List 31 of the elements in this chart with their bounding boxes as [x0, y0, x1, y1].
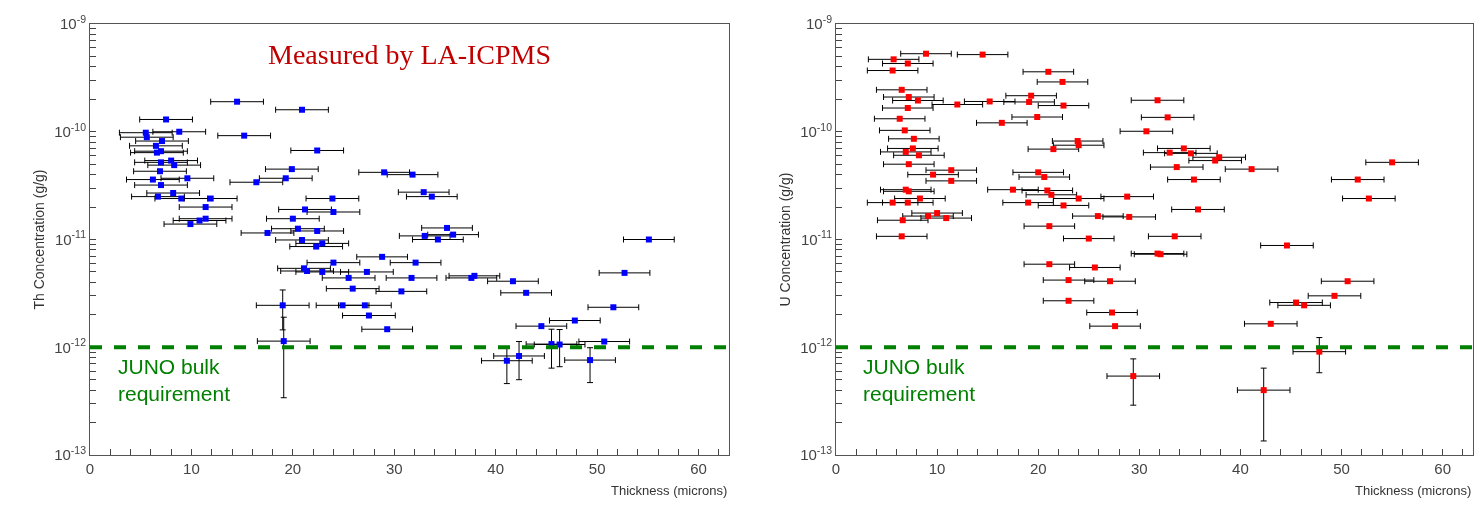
ref-line-label: JUNO bulk requirement	[863, 355, 976, 406]
x-tick-label: 30	[1130, 460, 1148, 477]
y-tick-label: 10$^{-12}$	[54, 336, 87, 356]
x-tick-label: 50	[1333, 460, 1350, 477]
x-tick-label: 60	[1434, 460, 1452, 477]
x-tick-label: 20	[1029, 460, 1047, 477]
text: Measured by LA-ICPMS	[268, 39, 552, 70]
y-tick-label: 10$^{-10}$	[800, 120, 833, 140]
y-tick-label: 10$^{-11}$	[54, 228, 87, 248]
x-tick-label: 50	[588, 460, 606, 477]
x-axis-title: Thickness (microns)	[611, 483, 728, 498]
y-axis-title: Th Concentration (g/g)	[30, 169, 47, 310]
x-tick-label: 40	[487, 460, 505, 477]
y-tick-label: 10$^{-12}$	[800, 336, 833, 356]
x-tick-label: 10	[183, 460, 200, 477]
x-tick-label: 60	[690, 460, 707, 477]
x-tick-label: 0	[85, 460, 95, 477]
y-tick-label: 10$^{-11}$	[800, 228, 833, 248]
x-tick-label: 20	[284, 460, 302, 477]
x-tick-label: 40	[1232, 460, 1249, 477]
y-tick-label: 10$^{-9}$	[59, 12, 87, 33]
y-axis-title: U Concentration (g/g)	[776, 172, 793, 307]
x-tick-label: 10	[928, 460, 946, 477]
y-tick-label: 10$^{-13}$	[800, 443, 833, 464]
y-tick-label: 10$^{-13}$	[54, 443, 87, 464]
ref-line-label: JUNO bulk requirement	[118, 355, 231, 406]
x-tick-label: 0	[831, 460, 841, 477]
y-tick-label: 10$^{-9}$	[805, 12, 833, 33]
y-tick-label: 10$^{-10}$	[54, 120, 87, 140]
x-tick-label: 30	[385, 460, 403, 477]
x-axis-title: Thickness (microns)	[1355, 483, 1472, 498]
